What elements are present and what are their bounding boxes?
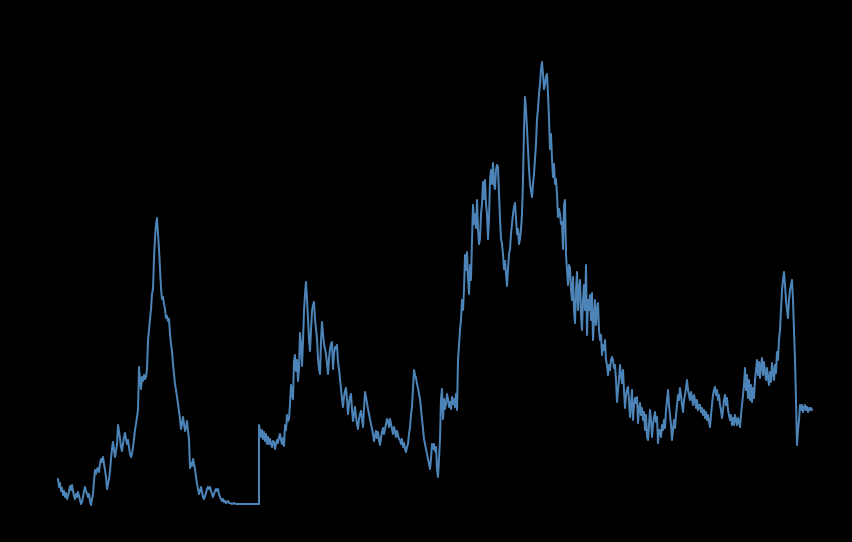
data-line — [57, 61, 813, 506]
